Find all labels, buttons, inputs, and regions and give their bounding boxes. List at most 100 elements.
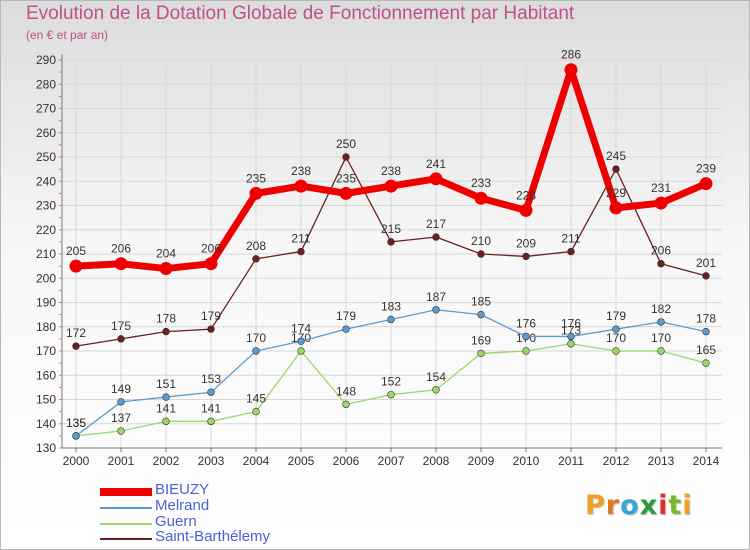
data-label: 209 xyxy=(516,236,536,250)
data-point xyxy=(654,196,668,210)
legend-swatch-guern xyxy=(100,523,152,525)
data-point xyxy=(384,179,398,193)
logo-letter: o xyxy=(620,490,640,521)
axes xyxy=(59,54,722,452)
data-label: 238 xyxy=(381,164,401,178)
data-point xyxy=(702,272,710,280)
x-tick-label: 2010 xyxy=(513,454,540,468)
data-label: 231 xyxy=(651,181,671,195)
data-label: 172 xyxy=(66,326,86,340)
data-label: 205 xyxy=(66,244,86,258)
data-label: 179 xyxy=(606,309,626,323)
data-point xyxy=(297,347,305,355)
data-label: 178 xyxy=(156,312,176,326)
data-point xyxy=(117,335,125,343)
data-point xyxy=(297,337,305,345)
y-tick-label: 140 xyxy=(36,417,56,431)
data-point xyxy=(387,390,395,399)
logo-letter: P xyxy=(585,490,606,521)
data-label: 228 xyxy=(516,188,536,202)
x-tick-label: 2008 xyxy=(423,454,450,468)
data-point xyxy=(342,400,350,409)
y-tick-label: 190 xyxy=(36,296,56,310)
data-point xyxy=(252,255,260,263)
data-point xyxy=(72,342,80,350)
data-label: 235 xyxy=(336,171,356,185)
data-label: 241 xyxy=(426,157,446,171)
data-label: 286 xyxy=(561,48,581,62)
data-label: 149 xyxy=(111,382,131,396)
data-point xyxy=(432,386,440,394)
data-point xyxy=(477,349,485,358)
data-point xyxy=(297,247,305,256)
data-label: 245 xyxy=(606,149,626,163)
data-point xyxy=(477,310,485,319)
legend-label-guern: Guern xyxy=(155,513,197,530)
y-tick-label: 160 xyxy=(36,368,56,382)
data-point xyxy=(429,172,443,186)
data-point xyxy=(612,165,620,173)
data-label: 211 xyxy=(291,232,310,246)
data-point xyxy=(474,191,488,205)
data-point xyxy=(522,252,530,261)
series-guern: 135 137 141 141 145 170 148 152 154 169 170 173 170 1… xyxy=(66,324,716,440)
y-tick-label: 250 xyxy=(36,150,56,164)
data-label: 152 xyxy=(381,375,401,389)
legend-label-bieuzy: BIEUZY xyxy=(155,481,210,498)
data-point xyxy=(567,332,575,341)
data-point xyxy=(702,359,710,367)
y-tick-label: 280 xyxy=(36,77,56,91)
data-label: 215 xyxy=(381,222,401,236)
chart-title: Evolution de la Dotation Globale de Fonc… xyxy=(26,3,575,24)
data-label: 135 xyxy=(66,416,86,430)
data-label: 239 xyxy=(696,162,716,176)
data-label: 187 xyxy=(426,290,446,304)
y-tick-label: 240 xyxy=(36,174,56,188)
y-tick-label: 180 xyxy=(36,320,56,334)
series-bieuzy: 205 206 204 206 235 238 235 238 241 233 228 286 229 2… xyxy=(66,48,716,276)
x-tick-label: 2000 xyxy=(63,454,90,468)
legend-label-saint-barthelemy: Saint-Barthélemy xyxy=(155,528,271,545)
data-point xyxy=(567,247,575,256)
x-tick-label: 2009 xyxy=(468,454,495,468)
data-point xyxy=(432,306,440,314)
data-point xyxy=(339,186,353,200)
data-label: 137 xyxy=(111,411,131,425)
data-label: 175 xyxy=(111,319,131,333)
chart-subtitle: (en € et par an) xyxy=(26,28,109,42)
data-label: 185 xyxy=(471,295,491,309)
data-label: 206 xyxy=(111,242,131,256)
legend-swatch-melrand xyxy=(100,507,152,509)
data-label: 173 xyxy=(561,324,581,338)
y-tick-label: 210 xyxy=(36,247,56,261)
x-tick-label: 2011 xyxy=(558,454,584,468)
data-point xyxy=(252,407,260,416)
series-saint-barth-lemy: 172 175 178 179 208 211 250 215 217 210 209 211 245 2… xyxy=(66,137,716,350)
data-label: 235 xyxy=(246,171,266,185)
data-point xyxy=(387,315,395,324)
data-label: 174 xyxy=(291,321,311,335)
data-point xyxy=(522,332,530,341)
data-point xyxy=(207,388,215,396)
data-label: 208 xyxy=(246,239,266,253)
data-label: 179 xyxy=(201,309,221,323)
data-point xyxy=(702,327,710,336)
data-point xyxy=(294,179,308,193)
data-label: 165 xyxy=(696,343,716,357)
x-tick-label: 2003 xyxy=(198,454,225,468)
data-point xyxy=(342,325,350,333)
data-point xyxy=(114,257,128,271)
data-point xyxy=(657,318,665,326)
x-tick-label: 2013 xyxy=(648,454,675,468)
data-label: 153 xyxy=(201,372,221,386)
data-label: 170 xyxy=(246,331,266,345)
data-label: 151 xyxy=(156,377,176,391)
x-tick-label: 2012 xyxy=(603,454,630,468)
y-tick-label: 170 xyxy=(36,344,56,358)
logo-letter: t xyxy=(668,490,683,521)
data-point xyxy=(117,398,125,406)
data-label: 183 xyxy=(381,299,401,313)
data-label: 170 xyxy=(606,331,626,345)
data-label: 229 xyxy=(606,186,626,200)
